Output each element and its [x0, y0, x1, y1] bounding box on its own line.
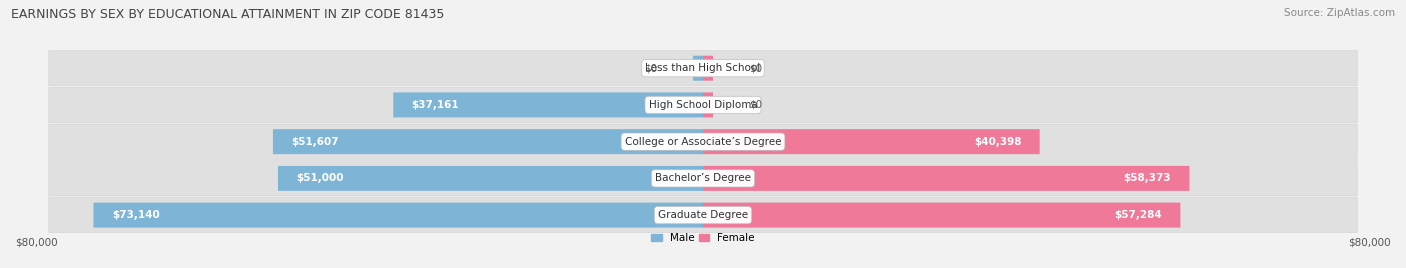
Text: College or Associate’s Degree: College or Associate’s Degree: [624, 137, 782, 147]
Text: $37,161: $37,161: [412, 100, 460, 110]
FancyBboxPatch shape: [278, 166, 703, 191]
Text: $0: $0: [749, 63, 762, 73]
Text: EARNINGS BY SEX BY EDUCATIONAL ATTAINMENT IN ZIP CODE 81435: EARNINGS BY SEX BY EDUCATIONAL ATTAINMEN…: [11, 8, 444, 21]
Text: $51,607: $51,607: [291, 137, 339, 147]
FancyBboxPatch shape: [273, 129, 703, 154]
FancyBboxPatch shape: [49, 161, 1357, 196]
Text: $51,000: $51,000: [297, 173, 344, 183]
FancyBboxPatch shape: [693, 56, 703, 81]
Text: $0: $0: [749, 100, 762, 110]
Text: $73,140: $73,140: [112, 210, 159, 220]
Text: $40,398: $40,398: [974, 137, 1021, 147]
Text: $58,373: $58,373: [1123, 173, 1171, 183]
FancyBboxPatch shape: [93, 203, 703, 228]
FancyBboxPatch shape: [49, 198, 1357, 233]
FancyBboxPatch shape: [49, 87, 1357, 122]
Text: Less than High School: Less than High School: [645, 63, 761, 73]
Text: Source: ZipAtlas.com: Source: ZipAtlas.com: [1284, 8, 1395, 18]
FancyBboxPatch shape: [703, 166, 1189, 191]
Text: Graduate Degree: Graduate Degree: [658, 210, 748, 220]
Legend: Male, Female: Male, Female: [651, 233, 755, 243]
FancyBboxPatch shape: [49, 51, 1357, 86]
FancyBboxPatch shape: [703, 129, 1039, 154]
Text: High School Diploma: High School Diploma: [648, 100, 758, 110]
FancyBboxPatch shape: [703, 56, 713, 81]
FancyBboxPatch shape: [703, 203, 1181, 228]
FancyBboxPatch shape: [49, 124, 1357, 159]
FancyBboxPatch shape: [394, 92, 703, 117]
Text: $57,284: $57,284: [1115, 210, 1161, 220]
FancyBboxPatch shape: [703, 92, 713, 117]
Text: $0: $0: [644, 63, 657, 73]
Text: Bachelor’s Degree: Bachelor’s Degree: [655, 173, 751, 183]
